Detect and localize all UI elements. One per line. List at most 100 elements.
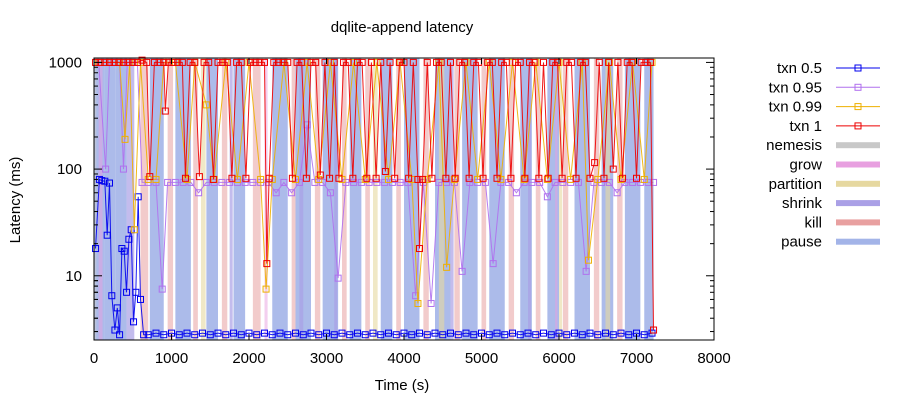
nemesis-band-kill	[167, 58, 174, 340]
data-point	[535, 174, 543, 182]
legend-label: txn 0.95	[769, 79, 822, 96]
data-point	[338, 329, 346, 337]
nemesis-band-partition	[200, 58, 206, 340]
legend-label: nemesis	[766, 137, 822, 154]
data-point	[577, 58, 585, 66]
data-point	[544, 174, 552, 182]
data-point	[206, 331, 214, 339]
nemesis-band-kill	[508, 58, 515, 340]
data-point	[288, 189, 296, 197]
legend-item: shrink	[782, 195, 880, 212]
data-point	[261, 58, 268, 66]
data-point	[489, 260, 497, 268]
data-point	[526, 58, 534, 66]
legend-swatch	[836, 180, 880, 187]
data-point	[202, 178, 210, 186]
data-point	[460, 58, 468, 66]
data-point	[386, 58, 394, 66]
legend-item: nemesis	[766, 137, 880, 154]
data-point	[528, 178, 536, 186]
data-point	[479, 174, 487, 182]
data-point	[214, 329, 222, 337]
data-point	[574, 178, 582, 186]
data-point	[350, 58, 358, 66]
data-point	[174, 58, 182, 66]
data-point	[129, 58, 137, 66]
data-point	[498, 58, 506, 66]
data-point	[396, 178, 404, 186]
data-point	[120, 247, 128, 255]
nemesis-band-pause	[349, 58, 362, 340]
data-point	[200, 58, 208, 66]
data-point	[409, 58, 417, 66]
data-point	[650, 178, 658, 186]
x-tick-label: 1000	[155, 350, 188, 367]
data-point	[373, 178, 381, 186]
data-point	[602, 329, 609, 337]
legend-item: pause	[781, 234, 880, 251]
data-point	[233, 175, 241, 183]
data-point	[330, 331, 338, 339]
data-point	[354, 329, 361, 337]
data-point	[249, 178, 257, 186]
nemesis-band-kill	[291, 58, 296, 340]
data-point	[191, 331, 199, 339]
data-point	[119, 165, 127, 173]
data-point	[530, 58, 538, 66]
nemesis-band-kill	[535, 58, 541, 340]
data-point	[532, 331, 540, 339]
data-point	[646, 58, 654, 66]
data-point	[451, 174, 459, 182]
data-point	[121, 135, 129, 143]
data-point	[582, 267, 590, 275]
legend-swatch	[836, 219, 880, 226]
data-point	[484, 58, 492, 66]
data-point	[501, 331, 509, 339]
data-point	[178, 58, 186, 66]
series-layer	[92, 56, 658, 339]
nemesis-band-shrink	[528, 58, 532, 340]
data-point	[481, 178, 489, 186]
data-point	[536, 178, 544, 186]
nemesis-band-kill	[193, 58, 198, 340]
data-point	[257, 175, 265, 183]
legend-label: txn 0.5	[777, 60, 822, 77]
data-point	[130, 226, 138, 234]
data-point	[391, 174, 399, 182]
data-point	[263, 260, 271, 268]
nemesis-band-kill	[221, 58, 228, 340]
data-point	[551, 178, 559, 186]
nemesis-band-pause	[547, 58, 559, 340]
legend-item: txn 0.5	[777, 60, 880, 77]
data-point	[226, 178, 234, 186]
nemesis-band-pause	[115, 58, 127, 340]
data-point	[553, 58, 561, 66]
nemesis-band-nemesis	[94, 58, 97, 340]
data-point	[354, 58, 361, 66]
nemesis-band-partition	[605, 58, 611, 340]
y-axis-title: Latency (ms)	[7, 157, 24, 244]
data-point	[346, 331, 354, 339]
data-point	[233, 58, 241, 66]
data-point	[195, 189, 203, 197]
legend-label: pause	[781, 234, 822, 251]
x-tick-label: 8000	[697, 350, 730, 367]
legend-label: txn 1	[789, 118, 822, 135]
y-tick-label: 100	[57, 161, 82, 178]
data-point	[191, 58, 199, 66]
legend-marker	[854, 122, 862, 130]
data-point	[447, 58, 454, 66]
legend-item: partition	[769, 176, 880, 193]
nemesis-band-kill	[481, 58, 487, 340]
nemesis-band-pause	[644, 58, 654, 340]
data-point	[138, 56, 146, 64]
legend-label: grow	[789, 157, 822, 174]
data-point	[437, 58, 445, 66]
data-point	[171, 178, 179, 186]
data-point	[116, 331, 124, 339]
data-point	[253, 331, 261, 339]
data-point	[377, 58, 385, 66]
nemesis-band-kill	[365, 58, 370, 340]
data-point	[540, 58, 547, 66]
data-point	[613, 189, 621, 197]
